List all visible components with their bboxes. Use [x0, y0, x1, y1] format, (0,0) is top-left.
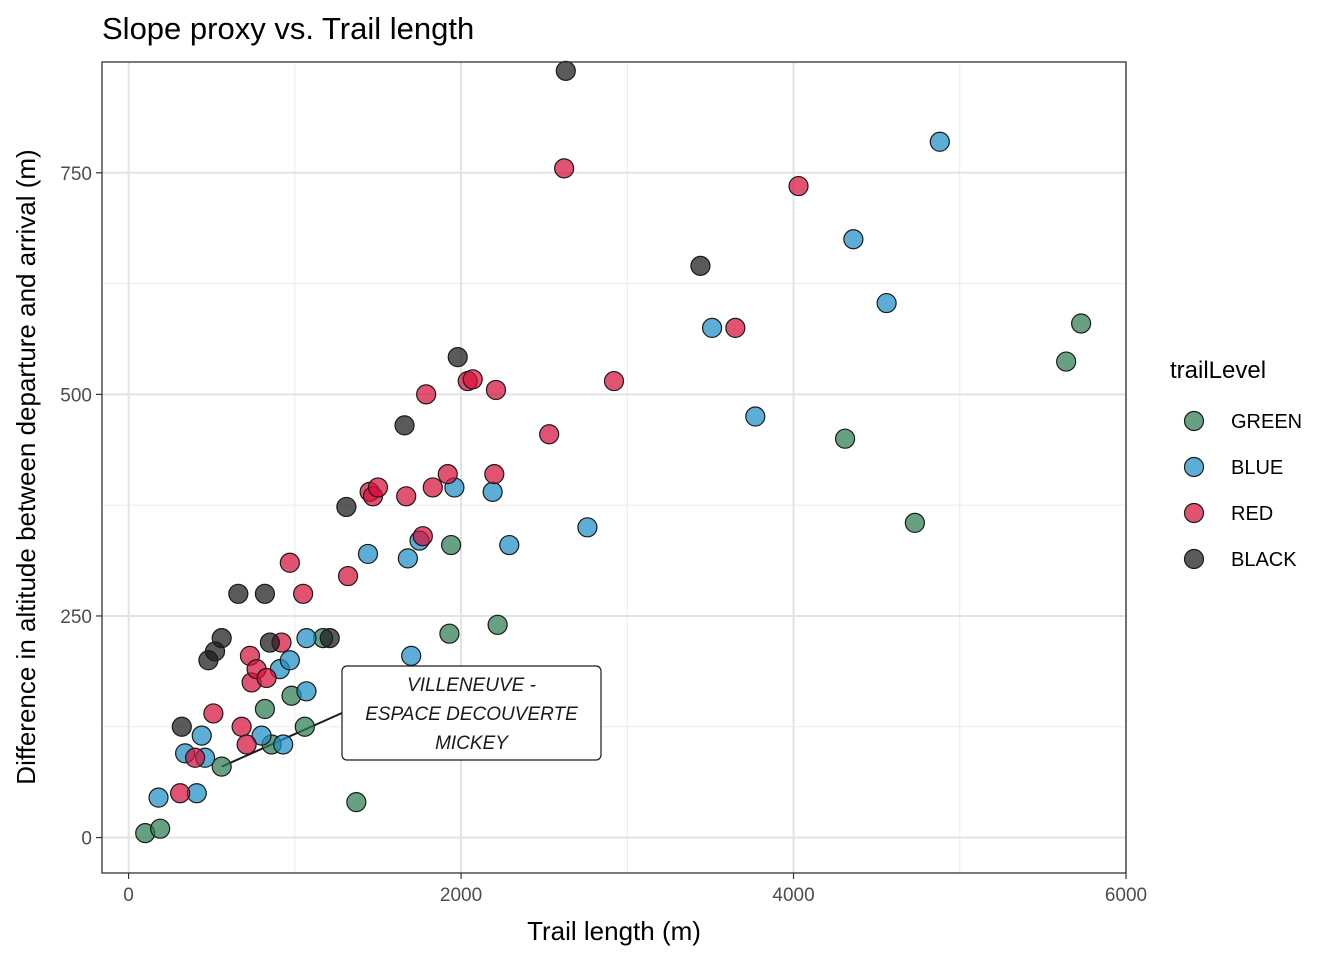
data-point	[211, 756, 232, 777]
legend-key-green	[1183, 410, 1205, 432]
data-point	[279, 650, 300, 671]
annotation-text-line: VILLENEUVE -	[407, 675, 536, 696]
data-point	[788, 175, 809, 197]
y-tick-label: 750	[60, 164, 92, 185]
data-point	[357, 543, 379, 565]
legend-label-blue: BLUE	[1231, 457, 1283, 479]
annotation-text-line: MICKEY	[435, 733, 509, 754]
legend-label-red: RED	[1231, 503, 1273, 525]
plot-panel-border	[101, 61, 1127, 874]
x-tick-label: 0	[123, 885, 134, 906]
data-point	[422, 477, 443, 498]
legend-label-green: GREEN	[1231, 411, 1302, 433]
data-point	[437, 464, 458, 485]
annotation-box	[341, 665, 602, 761]
data-point	[487, 614, 508, 635]
legend: trailLevel GREEN BLUE RED BLACK	[1170, 357, 1302, 571]
data-point	[690, 255, 711, 276]
data-point	[231, 716, 252, 737]
data-point	[294, 716, 315, 737]
data-point	[259, 632, 280, 653]
data-point	[412, 526, 433, 547]
data-point	[701, 317, 723, 339]
data-point	[293, 583, 314, 604]
axis-ticks: 0 2000 4000 6000 0 250 500 750	[60, 164, 1147, 906]
x-tick-label: 4000	[772, 885, 814, 906]
data-point	[904, 512, 925, 533]
data-point	[1056, 351, 1077, 372]
data-point	[929, 131, 950, 152]
data-point	[184, 747, 206, 768]
data-point	[319, 628, 340, 649]
data-point	[296, 681, 317, 702]
data-point	[482, 481, 503, 502]
legend-key-red	[1183, 502, 1205, 524]
data-point	[843, 229, 864, 250]
data-point	[577, 517, 598, 538]
data-point	[150, 818, 171, 839]
annotation-label-layer: VILLENEUVE - ESPACE DECOUVERTE MICKEY	[341, 665, 602, 761]
data-point	[336, 496, 357, 518]
data-point	[203, 703, 224, 724]
data-point	[401, 645, 422, 666]
data-point	[171, 716, 192, 737]
x-tick-label: 6000	[1105, 885, 1147, 906]
y-axis-title: Difference in altitude between departure…	[11, 149, 41, 784]
data-point	[254, 583, 276, 604]
data-points	[135, 60, 1092, 844]
data-point	[251, 725, 272, 746]
data-point	[416, 384, 437, 405]
data-point	[273, 734, 294, 755]
data-point	[485, 379, 507, 401]
data-point	[876, 292, 897, 314]
data-point	[279, 552, 300, 573]
data-point	[539, 424, 560, 445]
data-point	[499, 534, 520, 556]
series-green	[135, 313, 1092, 844]
chart-title: Slope proxy vs. Trail length	[102, 11, 474, 46]
y-tick-label: 500	[60, 385, 92, 406]
data-point	[484, 464, 505, 485]
data-point	[745, 406, 766, 427]
data-point	[296, 628, 317, 649]
data-point	[834, 428, 856, 449]
data-point	[440, 534, 462, 556]
data-point	[367, 477, 389, 498]
series-black	[171, 60, 711, 737]
y-tick-label: 0	[81, 829, 92, 850]
data-point	[603, 370, 625, 392]
data-point	[394, 415, 415, 436]
data-point	[346, 791, 367, 813]
data-point	[191, 725, 212, 746]
data-point	[725, 317, 746, 339]
legend-key-black	[1183, 548, 1205, 570]
data-point	[254, 698, 276, 720]
data-point	[228, 583, 249, 604]
annotation-text-line: ESPACE DECOUVERTE	[365, 704, 578, 725]
data-point	[397, 548, 418, 569]
data-point	[170, 783, 191, 804]
data-point	[447, 347, 468, 368]
data-point	[211, 628, 232, 649]
data-point	[148, 787, 169, 808]
data-point	[555, 60, 576, 81]
series-red	[170, 158, 809, 804]
x-axis-title: Trail length (m)	[527, 916, 701, 946]
y-tick-label: 250	[60, 607, 92, 628]
data-point	[236, 734, 257, 755]
data-point	[256, 667, 277, 689]
data-point	[462, 369, 483, 390]
data-point	[396, 486, 417, 507]
data-point	[337, 565, 359, 587]
data-point	[554, 158, 575, 179]
data-point	[1071, 313, 1092, 334]
legend-label-black: BLACK	[1231, 549, 1297, 571]
legend-key-blue	[1183, 456, 1205, 478]
x-tick-label: 2000	[440, 885, 482, 906]
legend-title: trailLevel	[1170, 357, 1266, 384]
data-point	[439, 623, 460, 644]
